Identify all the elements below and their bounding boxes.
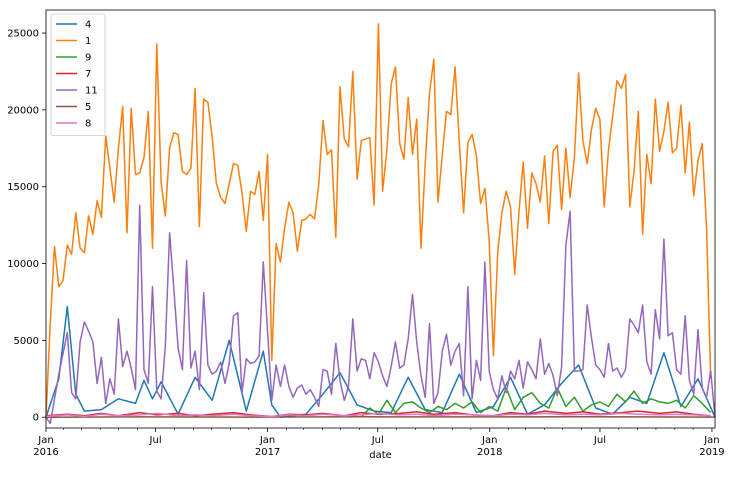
legend-label-9: 9 bbox=[85, 53, 91, 64]
y-tick-label: 10000 bbox=[7, 259, 39, 270]
x-tick-label: Jul bbox=[593, 435, 606, 446]
legend-label-4: 4 bbox=[85, 20, 91, 31]
x-tick-year-label: 2016 bbox=[33, 447, 58, 458]
x-tick-label: Jan bbox=[703, 435, 719, 446]
series-line-11 bbox=[45, 204, 716, 425]
legend: 4 1 9 7 11 5 8 bbox=[50, 13, 106, 136]
x-tick-year-label: 2017 bbox=[255, 447, 280, 458]
x-tick-label: Jan bbox=[259, 435, 275, 446]
x-tick-label: Jul bbox=[149, 435, 162, 446]
series-line-1 bbox=[45, 23, 712, 418]
y-tick-label: 5000 bbox=[14, 336, 39, 347]
x-tick-label: Jan bbox=[481, 435, 497, 446]
y-tick-label: 15000 bbox=[7, 182, 39, 193]
legend-label-1: 1 bbox=[85, 36, 91, 47]
series-line-9 bbox=[360, 387, 712, 418]
legend-box bbox=[50, 13, 106, 136]
x-tick-year-label: 2019 bbox=[699, 447, 724, 458]
x-tick-year-label: 2018 bbox=[477, 447, 502, 458]
legend-label-8: 8 bbox=[85, 119, 91, 130]
y-tick-label: 20000 bbox=[7, 105, 39, 116]
legend-label-5: 5 bbox=[85, 102, 91, 113]
y-axis: 0 5000 10000 15000 20000 25000 bbox=[7, 29, 46, 424]
x-tick-label: Jul bbox=[371, 435, 384, 446]
x-tick-label: Jan bbox=[37, 435, 53, 446]
plot-area bbox=[45, 23, 716, 425]
x-axis-label: date bbox=[369, 450, 392, 461]
legend-label-7: 7 bbox=[85, 69, 91, 80]
y-tick-label: 25000 bbox=[7, 29, 39, 40]
legend-label-11: 11 bbox=[85, 86, 98, 97]
axes-frame bbox=[45, 9, 716, 429]
series-line-4 bbox=[45, 305, 716, 418]
series-line-8 bbox=[45, 412, 711, 418]
y-tick-label: 0 bbox=[33, 413, 39, 424]
